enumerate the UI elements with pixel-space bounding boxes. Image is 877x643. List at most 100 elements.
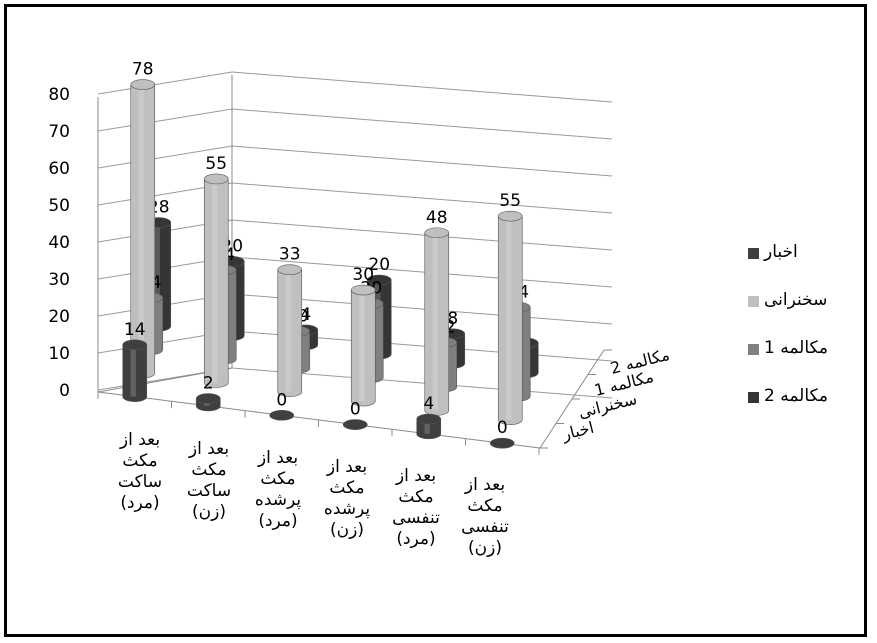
category-label-line: پرشده [254,490,302,510]
category-label-line: تنفسی [461,517,509,537]
data-label: 78 [132,60,154,80]
legend-label: مکالمه 1 [764,338,829,358]
category-label-line: (زن) [192,502,226,522]
bar-1-4-top [342,419,368,430]
category-label-line: مکث [191,460,227,480]
bar-1-5-body [416,418,442,440]
category-label: بعد از مکث پرشده (زن) [312,457,382,541]
bar-2-6-body [497,215,523,425]
gridline-back [231,71,613,103]
category-label-line: تنفسی [392,508,440,528]
data-label: 20 [368,255,390,275]
bar-2-2-body [203,178,229,388]
gridline-back [231,219,613,251]
bar-2-4-body [350,289,376,407]
data-label: 2 [203,374,214,394]
category-label-line: (زن) [330,520,364,540]
category-label-line: پرشده [323,499,371,519]
bar-2-3-body [277,269,303,398]
data-label: 0 [350,400,361,420]
bar-2-2-highlight [212,178,218,383]
bar-2-1-top [130,79,156,90]
category-label-line: (مرد) [258,511,298,531]
y-tick-label: 50 [48,196,70,216]
bar-1-5-top [416,413,442,425]
bar-1-5-highlight [424,419,430,434]
bar-2-5-body [424,232,450,416]
bar-2-2-top [203,173,229,185]
legend-swatch [748,296,759,307]
bar-1-2-top [195,393,221,404]
bar-2-1-highlight [138,84,144,374]
data-label: 0 [276,390,287,410]
bar-2-6-highlight [506,216,512,420]
gridline-back [231,145,613,177]
legend-item: مکالمه 2 [744,386,864,434]
data-label: 0 [497,418,508,438]
y-tick-label: 80 [48,85,70,105]
bar-1-3 [269,409,295,421]
category-label-line: (زن) [468,538,502,558]
data-label: 4 [423,394,434,414]
category-label-line: بعد از [257,448,299,468]
category-label-line: مکث [467,496,503,516]
bar-1-6-top [489,437,515,449]
category-label-line: مکث [122,451,158,471]
bar-2-6 [497,210,523,425]
legend-item: اخبار [744,242,864,290]
gridline-left [97,145,233,169]
category-label: بعد از مکث پرشده (مرد) [243,448,313,532]
legend-item: مکالمه 1 [744,338,864,386]
legend-label: مکالمه 2 [764,386,829,406]
bar-1-1-body [122,344,148,402]
data-label: 4 [300,305,311,325]
bar-1-2 [195,393,221,412]
data-label: 30 [352,265,374,285]
bar-2-4-highlight [359,290,365,402]
bar-2-3-highlight [285,269,291,392]
bar-1-4 [342,419,368,430]
bar-2-5-highlight [432,232,438,411]
category-label-line: ساکت [117,472,163,492]
gridline-left [97,108,233,132]
y-tick-label: 40 [48,233,70,253]
y-tick-label: 0 [59,381,70,401]
category-label: بعد از مکث تنفسی (مرد) [381,466,451,550]
bar-1-1-top [122,339,148,351]
bar-4-4-top [366,274,392,286]
category-label-line: مکث [398,487,434,507]
depth-label: اخبار [559,418,596,445]
category-label: بعد از مکث تنفسی (زن) [450,475,520,559]
category-label-line: مکث [329,478,365,498]
data-label: 8 [447,309,458,329]
legend-label: سخنرانی [764,290,828,310]
bar-1-3-top [269,409,295,421]
bar-2-2 [203,173,229,388]
bar-4-1-highlight [154,222,160,327]
legend-label: اخبار [764,242,798,262]
data-label: 55 [205,154,227,174]
bar-2-6-top [497,210,523,222]
data-label: 48 [426,208,448,228]
legend-swatch [748,392,759,403]
data-label: 14 [124,320,146,340]
category-label-line: بعد از [395,466,437,486]
bar-1-6 [489,437,515,449]
bar-2-5-top [424,227,450,239]
data-label: 33 [279,245,301,265]
category-label-line: مکث [260,469,296,489]
category-label-line: بعد از [326,457,368,477]
category-label-line: بعد از [464,475,506,495]
data-label: 55 [499,191,521,211]
category-label: بعد از مکث ساکت (زن) [174,439,244,523]
category-label-line: (مرد) [396,529,436,549]
legend-swatch [748,344,759,355]
legend-swatch [748,248,759,259]
bar-2-3 [277,264,303,398]
legend: اخبار سخنرانی مکالمه 1 مکالمه 2 [744,242,864,434]
bar-2-3-top [277,264,303,275]
bar-2-4 [350,284,376,407]
category-label: بعد از مکث ساکت (مرد) [105,430,175,514]
bar-2-4-top [350,284,376,296]
